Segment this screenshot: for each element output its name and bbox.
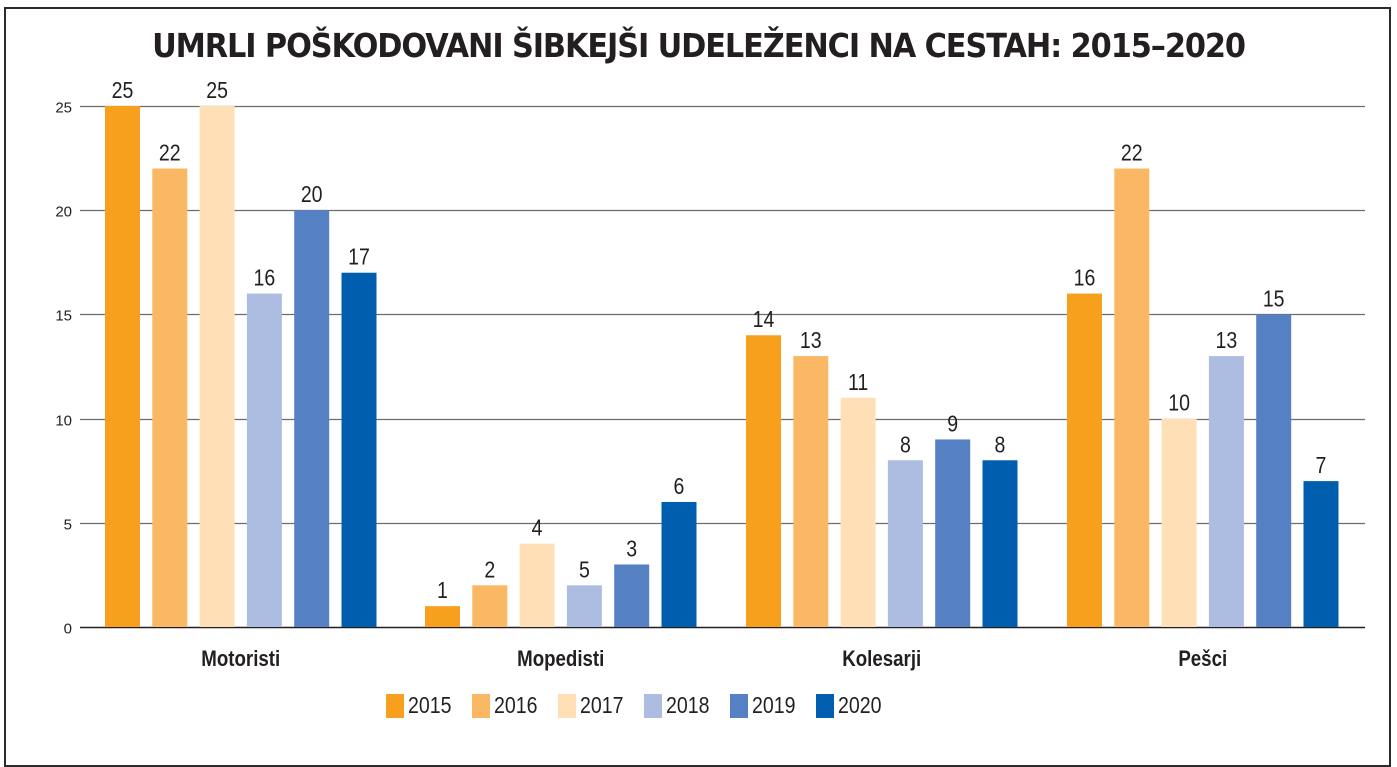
legend-label: 2019 xyxy=(752,692,796,718)
bar-pešci-2015 xyxy=(1067,293,1102,627)
legend-swatch xyxy=(386,693,404,718)
legend-label: 2015 xyxy=(408,692,452,718)
bar-pešci-2019 xyxy=(1256,314,1292,627)
bar-kolesarji-2018 xyxy=(887,460,923,627)
category-labels: Motoristi Mopedisti Kolesarji Pešci xyxy=(201,648,1227,672)
legend-item-2020: 2020 xyxy=(816,692,902,719)
legend-label: 2017 xyxy=(580,692,624,718)
bar-mopedisti-2020 xyxy=(661,501,697,627)
data-label: 8 xyxy=(995,432,1006,458)
data-label: 8 xyxy=(900,432,911,458)
data-label: 17 xyxy=(348,244,370,270)
data-label: 25 xyxy=(206,78,228,104)
data-label: 4 xyxy=(532,515,543,541)
bar-kolesarji-2019 xyxy=(935,439,971,627)
legend-swatch xyxy=(816,693,834,718)
legend-item-2018: 2018 xyxy=(644,692,730,719)
bar-pešci-2017 xyxy=(1161,418,1197,627)
legend-label: 2020 xyxy=(838,692,882,718)
data-label: 11 xyxy=(848,369,868,395)
legend-swatch xyxy=(472,693,490,718)
data-label: 16 xyxy=(1074,265,1096,291)
data-label: 22 xyxy=(1121,140,1143,166)
chart-title: UMRLI POŠKODOVANI ŠIBKEJŠI UDELEŽENCI NA… xyxy=(152,26,1246,65)
y-tick-label: 15 xyxy=(55,308,72,325)
bar-motoristi-2019 xyxy=(294,210,330,627)
y-tick-label: 10 xyxy=(55,413,72,430)
legend-label: 2018 xyxy=(666,692,710,718)
data-label: 6 xyxy=(674,473,685,499)
legend-item-2015: 2015 xyxy=(386,692,472,719)
data-label: 7 xyxy=(1316,453,1327,479)
data-label: 16 xyxy=(254,265,276,291)
bar-pešci-2018 xyxy=(1208,356,1244,627)
data-label: 10 xyxy=(1168,390,1190,416)
data-label: 9 xyxy=(947,411,958,437)
bar-kolesarji-2015 xyxy=(746,335,781,627)
bar-motoristi-2020 xyxy=(341,272,377,627)
y-tick-label: 25 xyxy=(55,100,72,117)
data-label: 13 xyxy=(1216,328,1238,354)
category-label: Pešci xyxy=(1178,648,1227,672)
legend-item-2017: 2017 xyxy=(558,692,644,719)
data-label: 14 xyxy=(753,307,775,333)
bar-motoristi-2016 xyxy=(152,168,188,627)
legend-swatch xyxy=(558,693,576,718)
y-tick-label: 0 xyxy=(64,621,72,638)
data-label: 25 xyxy=(112,78,134,104)
bar-kolesarji-2017 xyxy=(840,397,876,627)
chart-frame xyxy=(4,7,1391,767)
legend-item-2016: 2016 xyxy=(472,692,558,719)
bar-motoristi-2017 xyxy=(199,106,235,627)
data-labels: 25 22 25 16 20 17 1 2 4 5 3 6 14 13 11 8 9 8 16 22 10 13 15 7 xyxy=(112,78,1327,604)
y-axis-ticks: 0 5 10 15 20 25 xyxy=(55,100,72,638)
bar-mopedisti-2019 xyxy=(614,564,650,627)
bar-kolesarji-2016 xyxy=(793,356,829,627)
data-label: 2 xyxy=(484,557,495,583)
bar-motoristi-2015 xyxy=(105,106,140,627)
data-label: 5 xyxy=(579,557,590,583)
bars xyxy=(105,106,1339,627)
gridlines xyxy=(80,105,1365,629)
y-tick-label: 20 xyxy=(55,204,72,221)
bar-mopedisti-2017 xyxy=(519,543,555,627)
y-tick-label: 5 xyxy=(64,517,72,534)
category-label: Mopedisti xyxy=(517,648,604,672)
bar-pešci-2016 xyxy=(1114,168,1150,627)
bar-mopedisti-2018 xyxy=(566,585,602,627)
bar-pešci-2020 xyxy=(1303,481,1339,627)
bar-kolesarji-2020 xyxy=(982,460,1018,627)
legend-swatch xyxy=(730,693,748,718)
legend-item-2019: 2019 xyxy=(730,692,816,719)
category-label: Motoristi xyxy=(201,648,280,672)
bar-mopedisti-2016 xyxy=(472,585,508,627)
legend-label: 2016 xyxy=(494,692,538,718)
data-label: 20 xyxy=(301,182,323,208)
legend-swatch xyxy=(644,693,662,718)
data-label: 13 xyxy=(800,328,822,354)
data-label: 22 xyxy=(159,140,181,166)
bar-chart: 0 5 10 15 20 25 25 22 25 16 20 17 1 2 4 5 3 6 14 13 11 8 9 8 16… xyxy=(55,78,1365,672)
data-label: 15 xyxy=(1263,286,1285,312)
bar-motoristi-2018 xyxy=(246,293,282,627)
legend: 2015 2016 2017 2018 2019 2020 xyxy=(386,692,902,719)
category-label: Kolesarji xyxy=(842,648,921,672)
data-label: 3 xyxy=(626,536,637,562)
bar-mopedisti-2015 xyxy=(425,606,460,627)
data-label: 1 xyxy=(437,578,448,604)
